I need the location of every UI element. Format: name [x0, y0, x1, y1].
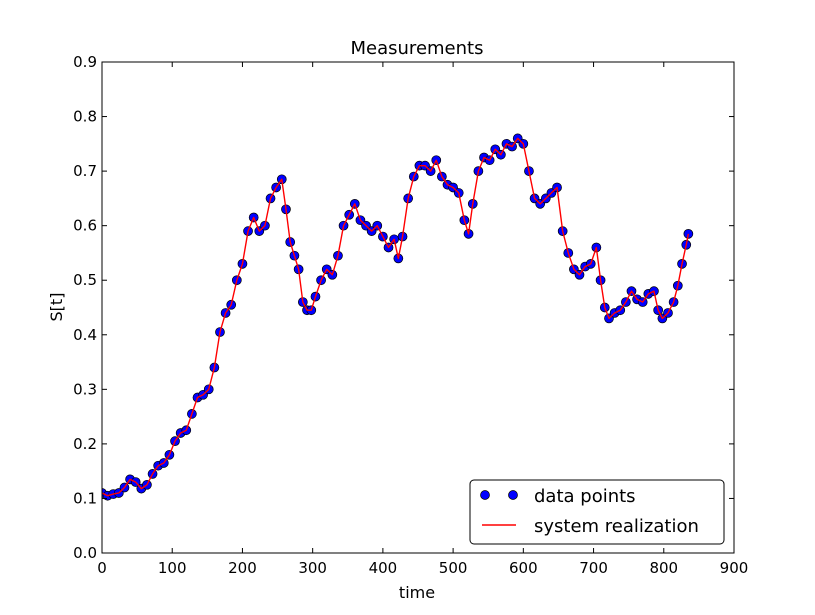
legend: data points system realization	[469, 479, 725, 545]
y-tick-label: 0.9	[73, 53, 97, 71]
chart-title: Measurements	[351, 38, 484, 59]
x-tick-label: 400	[369, 559, 398, 577]
legend-marker-data-points	[480, 490, 490, 500]
x-tick-label: 800	[649, 559, 678, 577]
x-tick-label: 500	[439, 559, 468, 577]
axes: 0 100 200 300 400 500 600 700 800 900 0.0 0.1 0.2 0.3…	[73, 53, 748, 577]
x-tick-label: 600	[509, 559, 538, 577]
y-tick-label: 0.0	[73, 544, 97, 562]
legend-marker-data-points	[508, 490, 518, 500]
plot-area	[102, 133, 694, 501]
plot-series-group	[102, 133, 694, 501]
system-realization-line	[102, 137, 690, 497]
y-tick-label: 0.6	[73, 217, 97, 235]
x-axis-title: time	[399, 583, 435, 602]
x-tick-label: 900	[720, 559, 749, 577]
x-tick-label: 200	[228, 559, 257, 577]
y-tick-label: 0.8	[73, 108, 97, 126]
axes-frame	[101, 61, 735, 554]
x-tick-label: 300	[298, 559, 327, 577]
y-tick-label: 0.3	[73, 380, 97, 398]
legend-label-system-realization: system realization	[534, 516, 699, 537]
y-tick-label: 0.2	[73, 435, 97, 453]
y-axis-title: S[t]	[47, 293, 66, 322]
y-tick-label: 0.4	[73, 326, 97, 344]
y-tick-label: 0.5	[73, 271, 97, 289]
x-tick-label: 100	[158, 559, 187, 577]
y-tick-label: 0.7	[73, 162, 97, 180]
x-tick-label: 700	[579, 559, 608, 577]
y-tick-label: 0.1	[73, 489, 97, 507]
legend-box	[469, 479, 725, 545]
x-tick-label: 0	[97, 559, 107, 577]
legend-label-data-points: data points	[534, 486, 636, 507]
